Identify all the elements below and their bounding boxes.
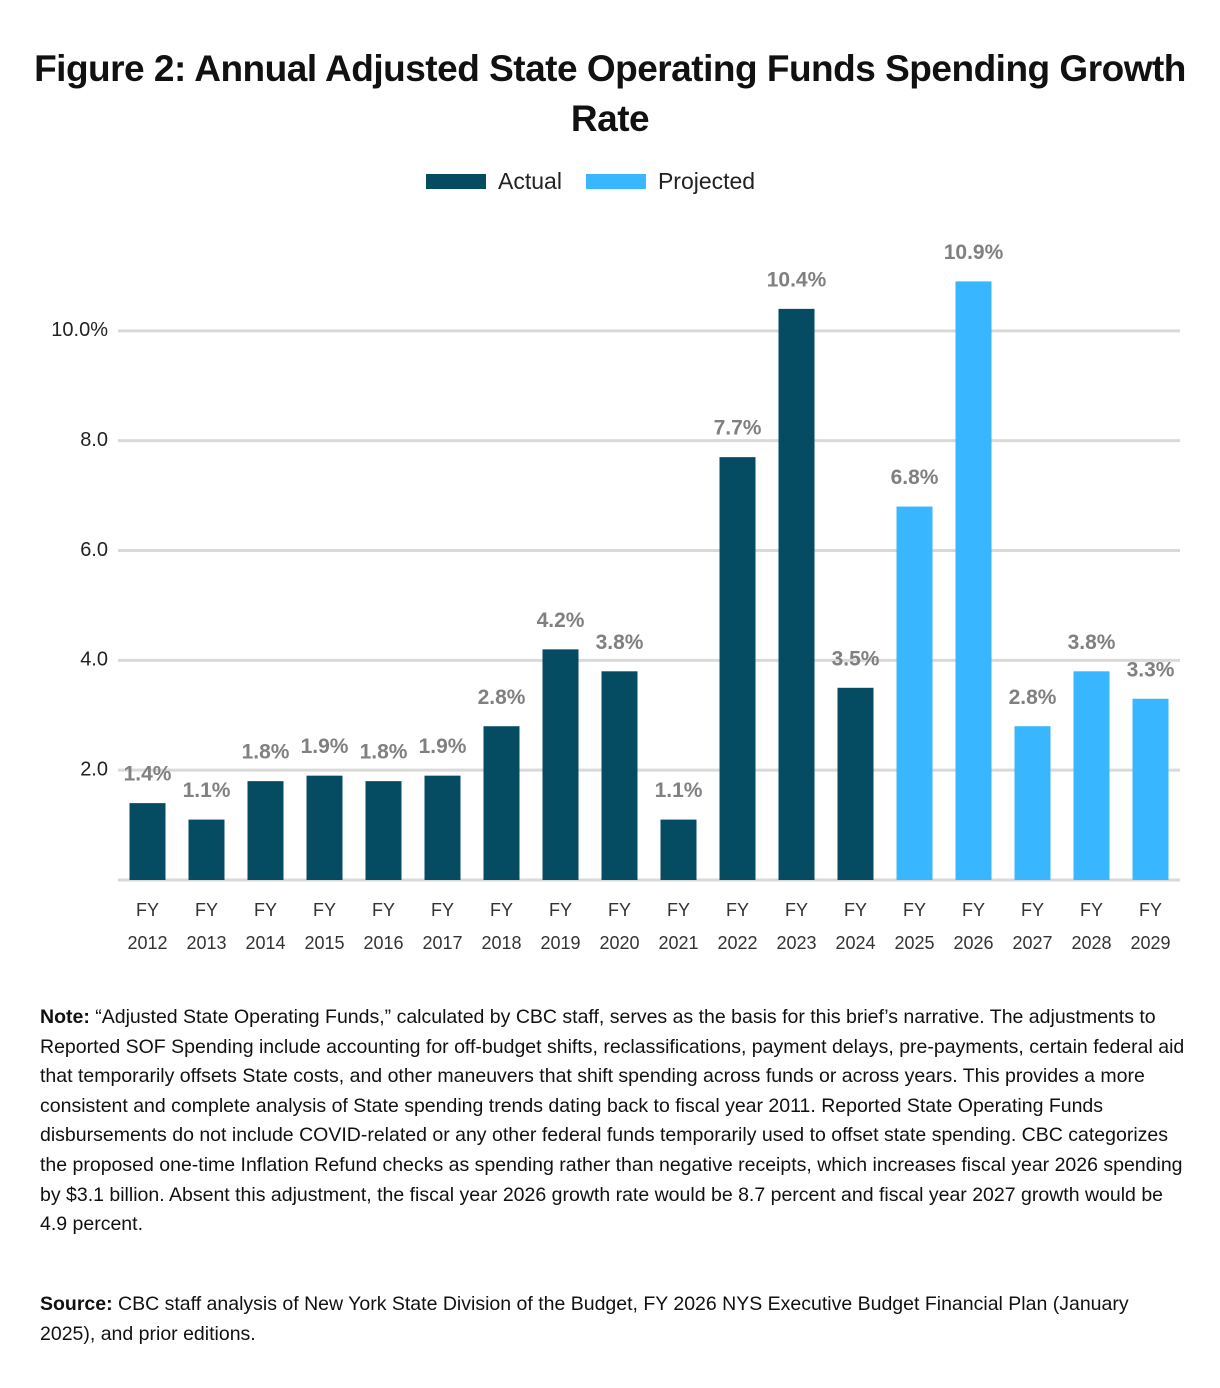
source-label: Source: — [40, 1293, 113, 1315]
x-tick-label: FY 2012 — [127, 900, 168, 953]
legend-swatch — [426, 174, 486, 189]
x-tick-label: FY 2013 — [186, 900, 227, 953]
x-tick-label: FY 2019 — [540, 900, 581, 953]
legend-label: Actual — [498, 168, 562, 194]
bar — [601, 671, 638, 880]
x-tick-label: FY 2022 — [717, 900, 758, 953]
data-label: 1.1% — [183, 779, 231, 802]
note: Note: “Adjusted State Operating Funds,” … — [40, 1003, 1185, 1240]
data-label: 2.8% — [1009, 686, 1057, 709]
source: Source: CBC staff analysis of New York S… — [40, 1290, 1185, 1349]
data-label: 10.4% — [767, 268, 827, 291]
data-label: 1.8% — [360, 741, 408, 764]
bar — [483, 726, 520, 880]
bar — [1132, 698, 1169, 880]
data-label: 1.4% — [124, 763, 172, 786]
chart-title: Figure 2: Annual Adjusted State Operatin… — [34, 48, 1186, 139]
bar — [778, 308, 815, 880]
bar — [837, 687, 874, 880]
data-label: 1.9% — [301, 735, 349, 758]
bar — [1014, 726, 1051, 880]
x-tick-label: FY 2017 — [422, 900, 463, 953]
data-label: 6.8% — [891, 466, 939, 489]
data-label: 3.8% — [596, 631, 644, 654]
data-label: 1.1% — [655, 779, 703, 802]
y-tick-label: 6.0 — [80, 539, 108, 561]
x-tick-label: FY 2025 — [894, 900, 935, 953]
data-label: 10.9% — [944, 241, 1004, 264]
data-label: 1.8% — [242, 741, 290, 764]
bar — [365, 781, 402, 880]
source-text: CBC staff analysis of New York State Div… — [40, 1293, 1129, 1345]
data-label: 2.8% — [478, 686, 526, 709]
legend-swatch — [585, 174, 646, 189]
bar — [247, 781, 284, 880]
x-tick-label: FY 2016 — [363, 900, 404, 953]
bar — [719, 457, 756, 880]
x-tick-label: FY 2015 — [304, 900, 345, 953]
data-label: 7.7% — [714, 417, 762, 440]
data-label: 4.2% — [537, 609, 585, 632]
bar — [306, 775, 343, 880]
note-text: “Adjusted State Operating Funds,” calcul… — [40, 1006, 1185, 1236]
bar — [188, 819, 225, 880]
x-tick-label: FY 2024 — [835, 900, 876, 953]
y-tick-label: 8.0 — [80, 429, 108, 451]
x-tick-label: FY 2023 — [776, 900, 817, 953]
chart: 2.0 4.0 6.0 8.0 10.0% Actual Projected 1.4% 1.1%… — [51, 168, 1180, 882]
x-tick-label: FY 2020 — [599, 900, 640, 953]
x-tick-label: FY 2026 — [953, 900, 994, 953]
legend-label: Projected — [658, 168, 755, 194]
data-label: 1.9% — [419, 735, 467, 758]
x-tick-label: FY 2018 — [481, 900, 522, 953]
y-tick-label: 10.0% — [51, 319, 108, 341]
x-tick-label: FY 2021 — [658, 900, 699, 953]
data-label: 3.8% — [1068, 631, 1116, 654]
x-tick-label: FY 2027 — [1012, 900, 1053, 953]
y-tick-label: 2.0 — [80, 758, 108, 780]
x-tick-label: FY 2014 — [245, 900, 286, 953]
bar — [424, 775, 461, 880]
note-label: Note: — [40, 1006, 90, 1028]
x-tick-label: FY 2028 — [1071, 900, 1112, 953]
bar — [129, 803, 166, 880]
bar — [955, 281, 992, 880]
y-tick-label: 4.0 — [80, 649, 108, 671]
bar — [660, 819, 697, 880]
bar — [896, 506, 933, 880]
bar — [542, 649, 579, 880]
data-label: 3.3% — [1127, 658, 1175, 681]
x-tick-label: FY 2029 — [1130, 900, 1171, 953]
bar — [1073, 671, 1110, 880]
data-label: 3.5% — [832, 647, 880, 670]
